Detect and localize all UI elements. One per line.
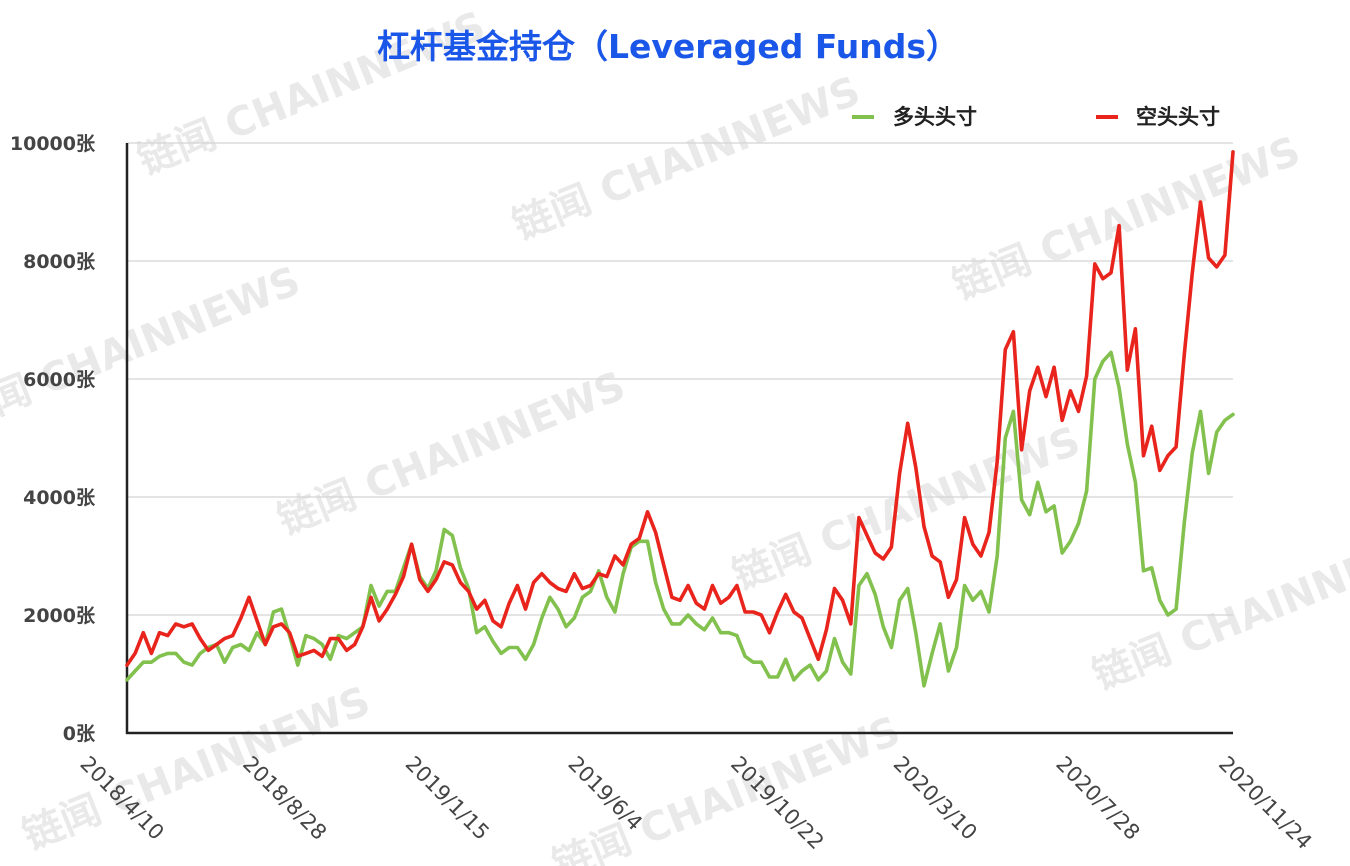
- y-tick-label: 10000张: [10, 133, 96, 155]
- x-tick-label: 2020/3/10: [889, 752, 982, 845]
- watermark-layer: 链闻 CHAINNEWS 链闻 CHAINNEWS 链闻 CHAINNEWS 链…: [0, 3, 1350, 866]
- legend-label-long: 多头头寸: [893, 105, 977, 129]
- x-tick-label: 2020/11/24: [1214, 752, 1317, 855]
- y-axis-tick-labels: 0张 2000张 4000张 6000张 8000张 10000张: [10, 133, 96, 745]
- watermark-text-3: 链闻 CHAINNEWS: [947, 128, 1307, 309]
- chart-title: 杠杆基金持仓（Leveraged Funds）: [377, 27, 959, 66]
- y-tick-label: 8000张: [23, 251, 96, 273]
- series-line-short: [125, 150, 1235, 667]
- y-tick-label: 2000张: [23, 605, 96, 627]
- legend-label-short: 空头头寸: [1136, 105, 1220, 129]
- legend: 多头头寸 空头头寸: [852, 105, 1220, 129]
- watermark-text-7: 链闻 CHAINNEWS: [1087, 518, 1350, 699]
- watermark-text-2: 链闻 CHAINNEWS: [507, 68, 867, 249]
- watermark-text-4: 链闻 CHAINNEWS: [0, 258, 307, 439]
- x-tick-label: 2018/8/28: [238, 752, 331, 845]
- y-tick-label: 4000张: [23, 487, 96, 509]
- axes: [125, 143, 1233, 735]
- series-layer: [125, 150, 1235, 688]
- series-line-long: [125, 350, 1235, 688]
- x-tick-label: 2019/1/15: [401, 752, 494, 845]
- grid-lines: [127, 142, 1233, 616]
- watermark-text-5: 链闻 CHAINNEWS: [272, 363, 632, 544]
- x-tick-label: 2020/7/28: [1051, 752, 1144, 845]
- y-tick-label: 0张: [63, 723, 96, 745]
- y-tick-label: 6000张: [23, 369, 96, 391]
